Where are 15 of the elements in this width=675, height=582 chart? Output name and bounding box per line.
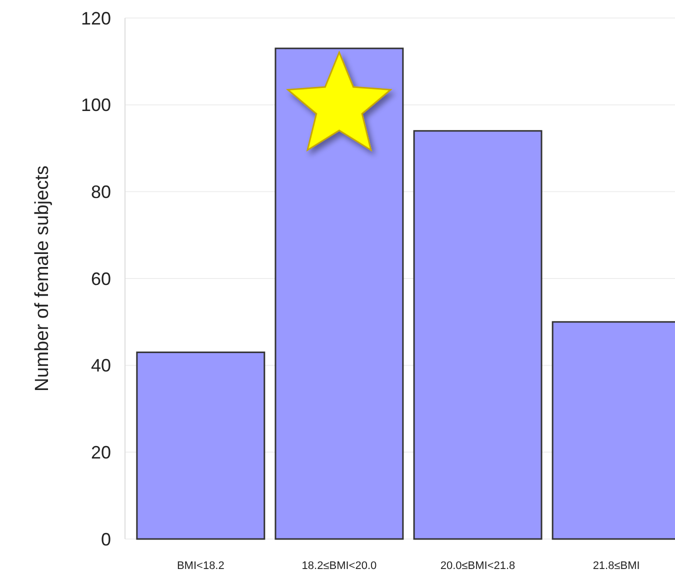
y-tick-label: 100: [80, 95, 111, 116]
y-tick-label: 20: [90, 442, 111, 462]
bar: [413, 130, 542, 540]
y-tick-label: 60: [90, 268, 111, 289]
y-axis-title: Number of female subjects: [32, 166, 53, 392]
y-tick-label: 0: [100, 529, 111, 550]
bar: [136, 352, 266, 540]
y-tick-label: 40: [90, 356, 111, 376]
x-tick-label: 21.8≤BMI: [592, 560, 640, 572]
y-tick-label: 120: [80, 8, 111, 28]
bar: [274, 48, 404, 540]
y-tick-label: 80: [90, 182, 111, 202]
x-tick-label: BMI<18.2: [176, 560, 224, 572]
x-tick-label: 18.2≤BMI<20.0: [302, 560, 377, 572]
x-tick-label: 20.0≤BMI<21.8: [440, 560, 516, 572]
